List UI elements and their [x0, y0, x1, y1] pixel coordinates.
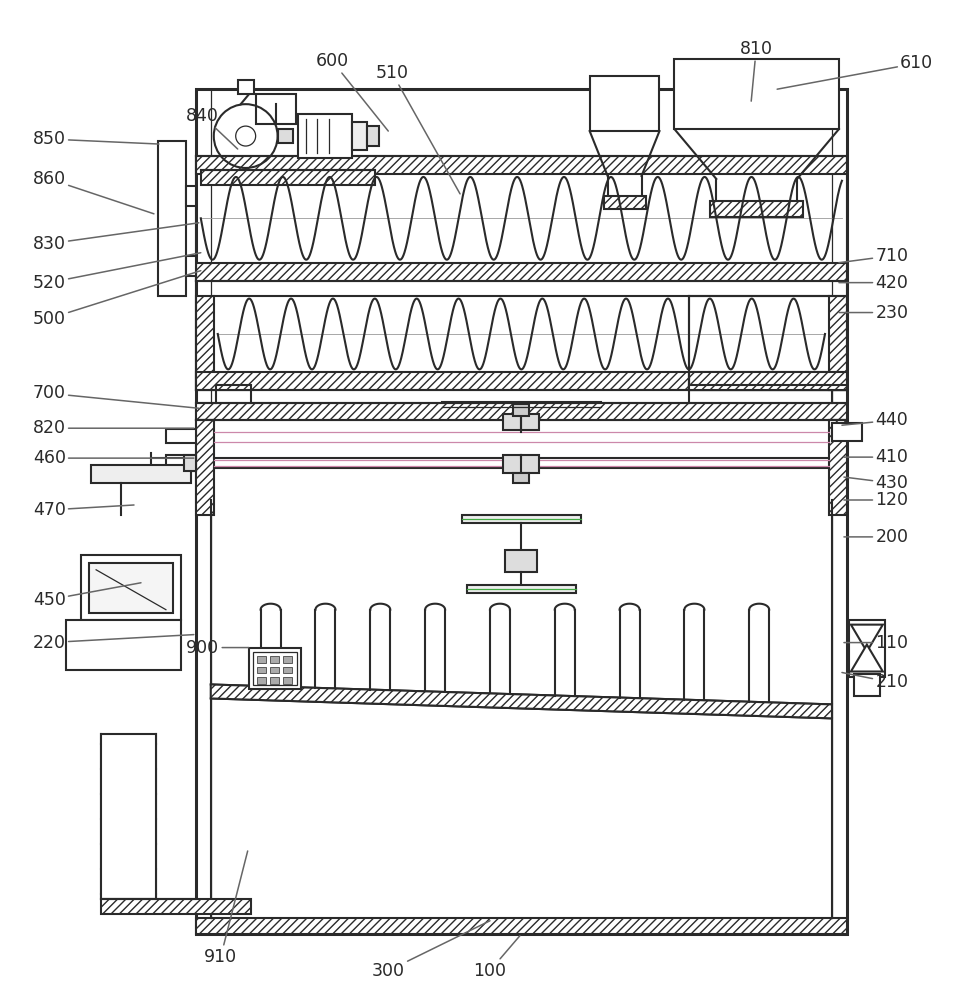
Bar	[195, 372, 847, 390]
Bar	[186, 186, 195, 206]
Bar	[102, 734, 156, 899]
Bar	[283, 667, 291, 673]
Polygon shape	[211, 684, 832, 718]
Text: 300: 300	[372, 921, 490, 980]
Text: 700: 700	[33, 384, 199, 408]
Bar	[257, 677, 265, 684]
Text: 210: 210	[842, 672, 908, 691]
Bar	[102, 899, 251, 914]
Bar	[249, 648, 301, 689]
Bar	[238, 80, 254, 94]
Text: 860: 860	[33, 170, 154, 214]
Bar	[195, 420, 214, 515]
Bar	[353, 122, 367, 150]
Bar	[195, 263, 847, 281]
Bar	[89, 563, 172, 613]
Bar	[503, 414, 539, 430]
Text: 110: 110	[844, 634, 908, 652]
Polygon shape	[851, 625, 883, 652]
Bar	[298, 114, 353, 158]
Text: 220: 220	[33, 634, 194, 652]
Text: 600: 600	[316, 52, 388, 131]
Bar	[503, 455, 539, 473]
Text: 710: 710	[839, 247, 908, 265]
Bar	[829, 296, 847, 390]
Text: 830: 830	[33, 223, 199, 253]
Bar	[158, 141, 186, 296]
Text: 910: 910	[204, 851, 248, 966]
Text: 810: 810	[740, 40, 773, 101]
Bar	[257, 667, 265, 673]
Bar	[91, 465, 191, 483]
Bar	[854, 674, 879, 696]
Bar	[166, 455, 195, 471]
Text: 510: 510	[376, 64, 460, 194]
Bar	[184, 455, 195, 471]
Bar	[66, 620, 181, 670]
Text: 200: 200	[844, 528, 908, 546]
Bar	[283, 656, 291, 663]
Bar	[467, 585, 576, 593]
Bar	[832, 423, 862, 441]
Bar	[256, 94, 295, 124]
Bar	[195, 918, 847, 934]
Text: 850: 850	[33, 130, 159, 148]
Bar	[710, 201, 803, 217]
Bar	[216, 385, 251, 390]
Bar	[674, 59, 839, 129]
Text: 820: 820	[33, 419, 194, 437]
Bar	[690, 385, 847, 390]
Text: 840: 840	[187, 107, 238, 149]
Text: 230: 230	[839, 304, 908, 322]
Bar	[269, 677, 279, 684]
Bar	[590, 76, 659, 131]
Bar	[269, 656, 279, 663]
Bar	[257, 656, 265, 663]
Bar	[195, 156, 847, 174]
Text: 500: 500	[33, 271, 201, 328]
Bar	[604, 196, 646, 209]
Bar	[513, 404, 530, 416]
Text: 470: 470	[33, 501, 134, 519]
Bar	[283, 677, 291, 684]
Bar	[690, 296, 847, 390]
Bar	[513, 473, 530, 483]
Text: 440: 440	[842, 411, 908, 429]
Text: 610: 610	[777, 54, 933, 89]
Bar	[506, 550, 537, 572]
Bar	[166, 429, 195, 443]
Text: 520: 520	[33, 253, 201, 292]
Bar	[81, 555, 181, 620]
Text: 100: 100	[473, 936, 520, 980]
Polygon shape	[851, 645, 883, 672]
Bar	[201, 170, 376, 185]
Bar	[829, 420, 847, 515]
Bar	[195, 403, 847, 420]
Text: 410: 410	[844, 448, 908, 466]
Bar	[195, 296, 214, 390]
Bar	[269, 667, 279, 673]
Text: 450: 450	[33, 583, 141, 609]
Text: 420: 420	[839, 274, 908, 292]
Bar	[253, 652, 297, 685]
Bar	[186, 256, 195, 276]
Bar	[367, 126, 379, 146]
Text: 120: 120	[844, 491, 908, 509]
Bar	[462, 515, 582, 523]
Text: 460: 460	[33, 449, 194, 467]
Bar	[278, 129, 292, 143]
Bar	[195, 89, 847, 934]
Text: 900: 900	[186, 639, 249, 657]
Bar	[849, 620, 885, 677]
Text: 430: 430	[844, 474, 908, 492]
Bar	[690, 372, 847, 390]
